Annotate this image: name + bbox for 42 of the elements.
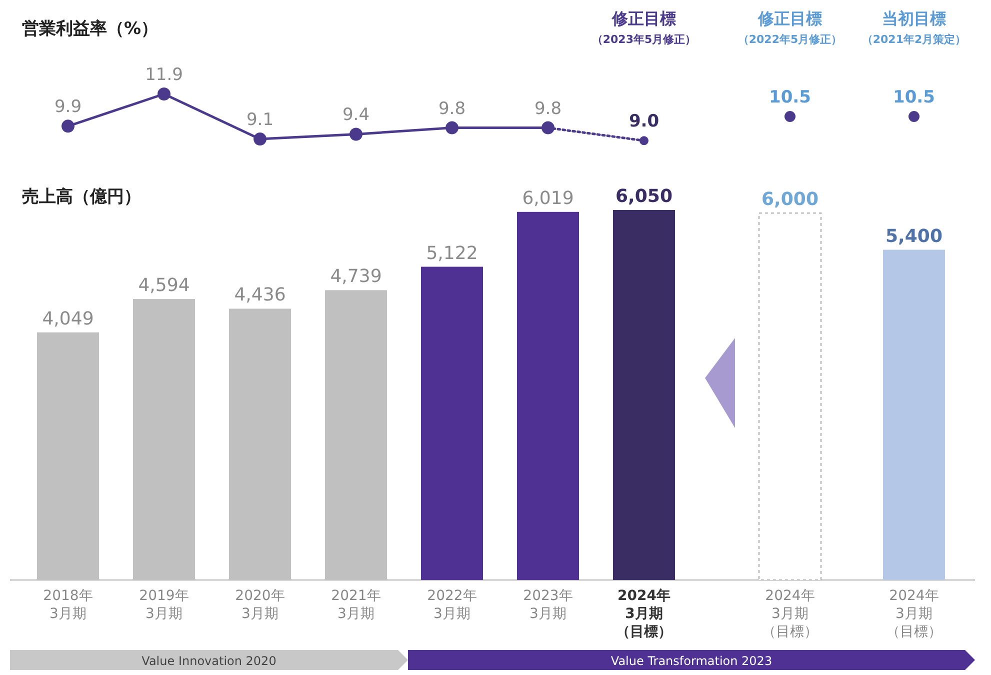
x-tick-label: 2018年3月期 bbox=[43, 588, 93, 622]
data-label: 9.9 bbox=[54, 97, 82, 118]
data-label: 6,050 bbox=[616, 186, 672, 207]
chart-title: 売上高（億円） bbox=[22, 187, 141, 207]
data-label: 9.0 bbox=[628, 112, 660, 132]
data-label: 5,122 bbox=[426, 242, 478, 264]
text: 当初目標 bbox=[882, 9, 946, 28]
x-tick-label: 2021年3月期 bbox=[331, 588, 381, 622]
data-label: 11.9 bbox=[145, 65, 183, 85]
data-label: 10.5 bbox=[893, 88, 935, 108]
data-label: 6,000 bbox=[762, 189, 818, 210]
point bbox=[62, 120, 74, 133]
data-label: 5,400 bbox=[886, 226, 942, 247]
point bbox=[158, 88, 170, 100]
text: Value Innovation 2020 bbox=[142, 654, 276, 668]
point bbox=[446, 121, 458, 134]
data-label: 9.8 bbox=[438, 98, 466, 119]
x-tick-label: 2024年3月期（目標） bbox=[616, 588, 672, 640]
data-label: 9.4 bbox=[342, 105, 370, 126]
x-tick-label: 2024年3月期（目標） bbox=[886, 588, 942, 640]
point bbox=[254, 132, 266, 146]
chart-title: 営業利益率（%） bbox=[22, 19, 158, 39]
data-label: 6,019 bbox=[522, 188, 574, 209]
data-label: 9.1 bbox=[246, 110, 274, 130]
x-tick-label: 2024年3月期（目標） bbox=[762, 588, 818, 640]
point bbox=[350, 128, 362, 141]
data-label: 4,049 bbox=[42, 308, 94, 330]
x-tick-label: 2020年3月期 bbox=[235, 588, 285, 622]
data-label: 9.8 bbox=[534, 98, 562, 119]
data-label: 4,594 bbox=[138, 275, 190, 296]
text: 修正目標 bbox=[757, 9, 822, 28]
text: （2022年5月修正） bbox=[738, 33, 842, 46]
text: （2021年2月策定） bbox=[862, 33, 966, 46]
text: Value Transformation 2023 bbox=[610, 654, 772, 668]
text: 修正目標（2023年5月修正） bbox=[592, 9, 696, 46]
data-label: 4,436 bbox=[234, 284, 286, 306]
data-label: 4,739 bbox=[330, 266, 382, 288]
x-tick-label: 2023年3月期 bbox=[523, 588, 573, 622]
x-tick-label: 2019年3月期 bbox=[139, 588, 189, 622]
data-label: 10.5 bbox=[769, 88, 811, 108]
x-tick-label: 2022年3月期 bbox=[427, 588, 477, 622]
point bbox=[640, 136, 648, 146]
